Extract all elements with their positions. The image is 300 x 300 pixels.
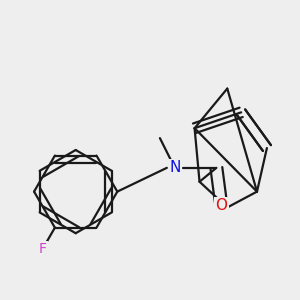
Text: F: F	[38, 242, 46, 256]
Text: O: O	[215, 198, 227, 213]
Text: N: N	[169, 160, 181, 175]
